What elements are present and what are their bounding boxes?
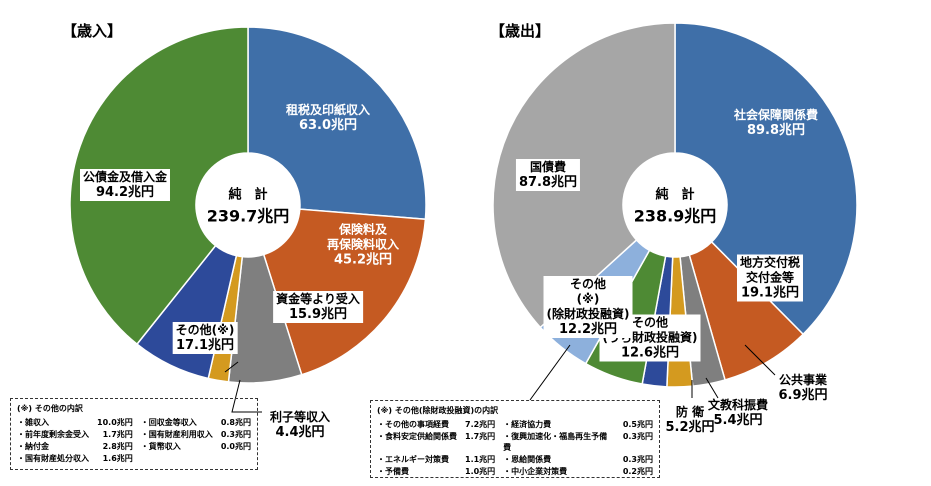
category-label: 保険料及 再保険料収入	[326, 222, 400, 252]
slice	[247, 26, 427, 221]
leader-line	[231, 379, 262, 413]
value-label: 63.0兆円	[298, 118, 358, 133]
category-label: 国債費	[529, 160, 567, 174]
note-item-name: ・雑収入	[17, 418, 49, 427]
category-label: 公債金及借入金	[82, 170, 168, 184]
note-item-value: 0.5兆円	[622, 420, 653, 429]
note-item-value: 1.7兆円	[465, 432, 496, 441]
value-label: 15.9兆円	[288, 307, 348, 322]
chart-title: 【歳入】	[62, 22, 123, 40]
note-item-name: ・国有財産利用収入	[140, 430, 213, 439]
slice-label: 地方交付税 交付金等 19.1兆円	[736, 254, 804, 302]
note-item-name: ・国有財産処分収入	[17, 454, 89, 463]
slice-label: 国債費 87.8兆円	[515, 159, 581, 191]
value-label: 87.8兆円	[518, 175, 578, 190]
leader-line	[224, 361, 239, 373]
category-label: 防 衛	[675, 405, 705, 419]
note-item-value: 0.2兆円	[622, 467, 653, 476]
slice	[674, 22, 858, 336]
value-label: 5.2兆円	[665, 420, 715, 435]
slice-label: その他(※) 17.1兆円	[172, 322, 238, 354]
slice-label: その他 (※) (除財政投融資) 12.2兆円	[543, 276, 633, 338]
slice-label: 資金等より受入 15.9兆円	[273, 291, 363, 323]
category-label: 文教科振費	[707, 398, 769, 412]
total-label: 238.9兆円	[633, 206, 717, 226]
category-label: 社会保障関係費	[733, 108, 819, 122]
note-item-value: 1.1兆円	[465, 455, 496, 464]
note-item-name: ・恩給関係費	[503, 455, 552, 464]
note-item-name: ・中小企業対策費	[503, 467, 568, 476]
note-item-value: 7.2兆円	[465, 420, 496, 429]
category-label: 資金等より受入	[276, 292, 360, 306]
note-item-name: ・前年度剰余金受入	[17, 430, 89, 439]
note-box: (※) その他(除財政投融資)の内訳 ・その他の事項経費 7.2兆円 ・経済協力費 0.…	[370, 400, 660, 478]
leader-line	[705, 377, 719, 399]
value-label: 89.8兆円	[746, 123, 806, 138]
total-label: 239.7兆円	[206, 206, 290, 226]
center-label: 純 計 238.9兆円	[634, 184, 717, 227]
category-label: 地方交付税 交付金等	[739, 255, 801, 285]
note-box: (※) その他の内訳 ・雑収入 10.0兆円 ・回収金等収入 0.8兆円・前年度剰余金受…	[10, 398, 258, 470]
note-title: (※) その他の内訳	[17, 404, 83, 413]
note-item-value: 0.3兆円	[622, 455, 653, 464]
note-item-value: 1.0兆円	[465, 467, 496, 476]
category-label: 利子等収入	[269, 410, 331, 424]
note-item-name: ・食料安定供給関係費	[377, 432, 457, 441]
slice-label: 公債金及借入金 94.2兆円	[79, 169, 171, 201]
note-item-value: 0.3兆円	[622, 432, 653, 441]
note-item-name: ・その他の事項経費	[377, 420, 449, 429]
slice-label: 保険料及 再保険料収入 45.2兆円	[327, 223, 399, 268]
value-label: 4.4兆円	[275, 425, 325, 440]
note-title: (※) その他(除財政投融資)の内訳	[377, 406, 499, 415]
chart-title: 【歳出】	[490, 22, 551, 40]
note-item-name: ・納付金	[17, 442, 49, 451]
slice-label: 社会保障関係費 89.8兆円	[734, 108, 818, 138]
slice	[492, 22, 676, 329]
center-title: 純 計	[655, 187, 695, 203]
category-label: その他(※)	[175, 323, 235, 337]
note-item-value: 2.8兆円	[102, 442, 133, 451]
note-item-name: ・経済協力費	[503, 420, 552, 429]
value-label: 12.6兆円	[620, 345, 680, 361]
category-label: 租税及印紙収入	[285, 103, 371, 117]
note-item-name: ・エネルギー対策費	[377, 455, 449, 464]
note-item-value: 0.3兆円	[220, 430, 251, 439]
value-label: 12.2兆円	[558, 322, 618, 337]
value-label: 45.2兆円	[333, 252, 393, 268]
center-label: 純 計 239.7兆円	[207, 184, 290, 227]
note-item-value: 0.8兆円	[220, 418, 251, 427]
note-item-name: ・回収金等収入	[140, 418, 197, 427]
value-label: 17.1兆円	[175, 338, 235, 353]
slice-label: 文教科振費 5.4兆円	[708, 398, 768, 428]
leader-line	[529, 344, 571, 401]
category-label: 公共事業	[778, 373, 827, 387]
note-item-value: 1.7兆円	[102, 430, 133, 439]
slice-label: 租税及印紙収入 63.0兆円	[286, 103, 370, 133]
slice-label: 公共事業 6.9兆円	[778, 373, 827, 403]
note-item-value: 1.6兆円	[102, 454, 133, 463]
note-item-value: 0.0兆円	[220, 442, 251, 451]
note-item-name: ・予備費	[377, 467, 409, 476]
slice-label: 利子等収入 4.4兆円	[270, 410, 330, 440]
note-grid: ・雑収入 10.0兆円 ・回収金等収入 0.8兆円 ・前年度剰余金受入 1.7兆円 ・国有財…	[17, 417, 251, 464]
slice-label: 防 衛 5.2兆円	[665, 405, 714, 435]
note-item-name: ・復興加速化・福島再生予備費	[503, 432, 608, 452]
leader-line	[744, 344, 776, 376]
value-label: 19.1兆円	[740, 285, 800, 301]
note-item-value: 10.0兆円	[97, 418, 133, 427]
note-grid: ・その他の事項経費 7.2兆円 ・経済協力費 0.5兆円・食料安定供給関係費 1.7兆円…	[377, 419, 653, 477]
value-label: 94.2兆円	[95, 185, 155, 200]
value-label: 6.9兆円	[778, 388, 828, 403]
note-item-name: ・貨幣収入	[140, 442, 181, 451]
category-label: その他 (※) (除財政投融資)	[546, 277, 630, 321]
value-label: 5.4兆円	[713, 413, 763, 428]
center-title: 純 計	[228, 187, 268, 203]
